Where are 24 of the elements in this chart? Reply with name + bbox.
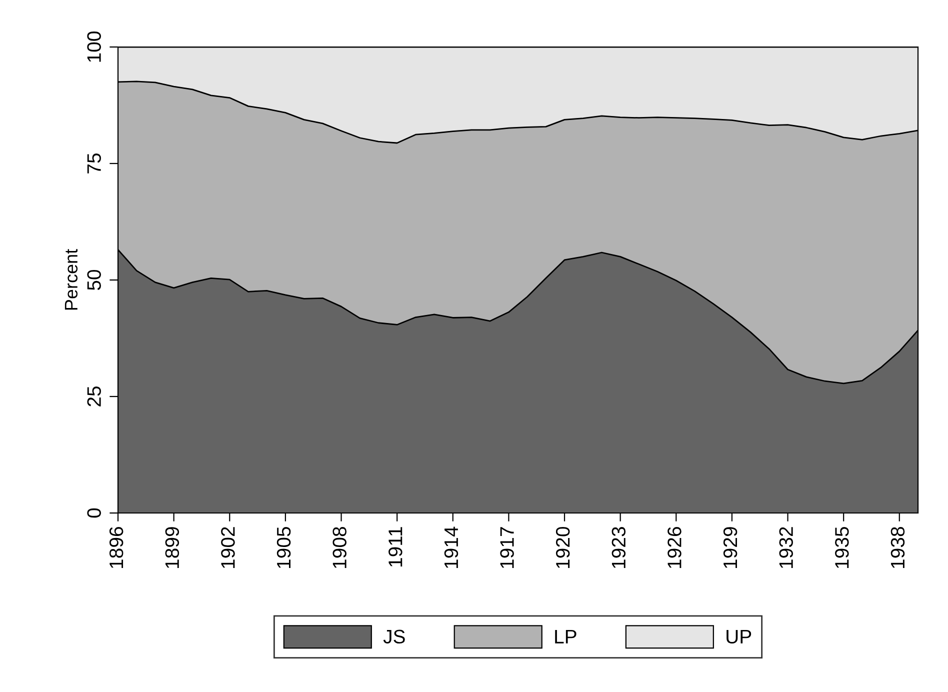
x-tick-label: 1929 [723, 527, 738, 568]
x-tick-label: 1923 [612, 527, 626, 568]
legend-label: UP [726, 630, 752, 644]
x-tick-label: 1896 [109, 527, 124, 568]
x-tick-label: 1902 [221, 527, 235, 568]
x-tick-label: 1908 [332, 527, 346, 568]
y-tick-label: 50 [87, 270, 101, 290]
x-tick-label: 1920 [556, 526, 570, 568]
x-tick-label: 1911 [388, 527, 402, 567]
y-tick-label: 0 [87, 508, 101, 518]
y-axis-title: Percent [64, 249, 78, 310]
y-tick-label: 75 [87, 154, 101, 174]
legend-label: JS [383, 630, 405, 644]
x-tick-label: 1926 [668, 527, 682, 568]
y-tick-label: 25 [87, 386, 101, 406]
x-tick-label: 1935 [835, 527, 849, 568]
x-tick-label: 1917 [500, 527, 514, 568]
x-tick-label: 1938 [890, 527, 905, 568]
y-tick-label: 100 [87, 32, 101, 62]
x-tick-label: 1905 [276, 527, 291, 568]
x-tick-label: 1914 [444, 526, 458, 568]
x-tick-label: 1899 [165, 527, 180, 568]
legend-label: LP [555, 630, 576, 644]
x-tick-label: 1932 [779, 527, 793, 568]
